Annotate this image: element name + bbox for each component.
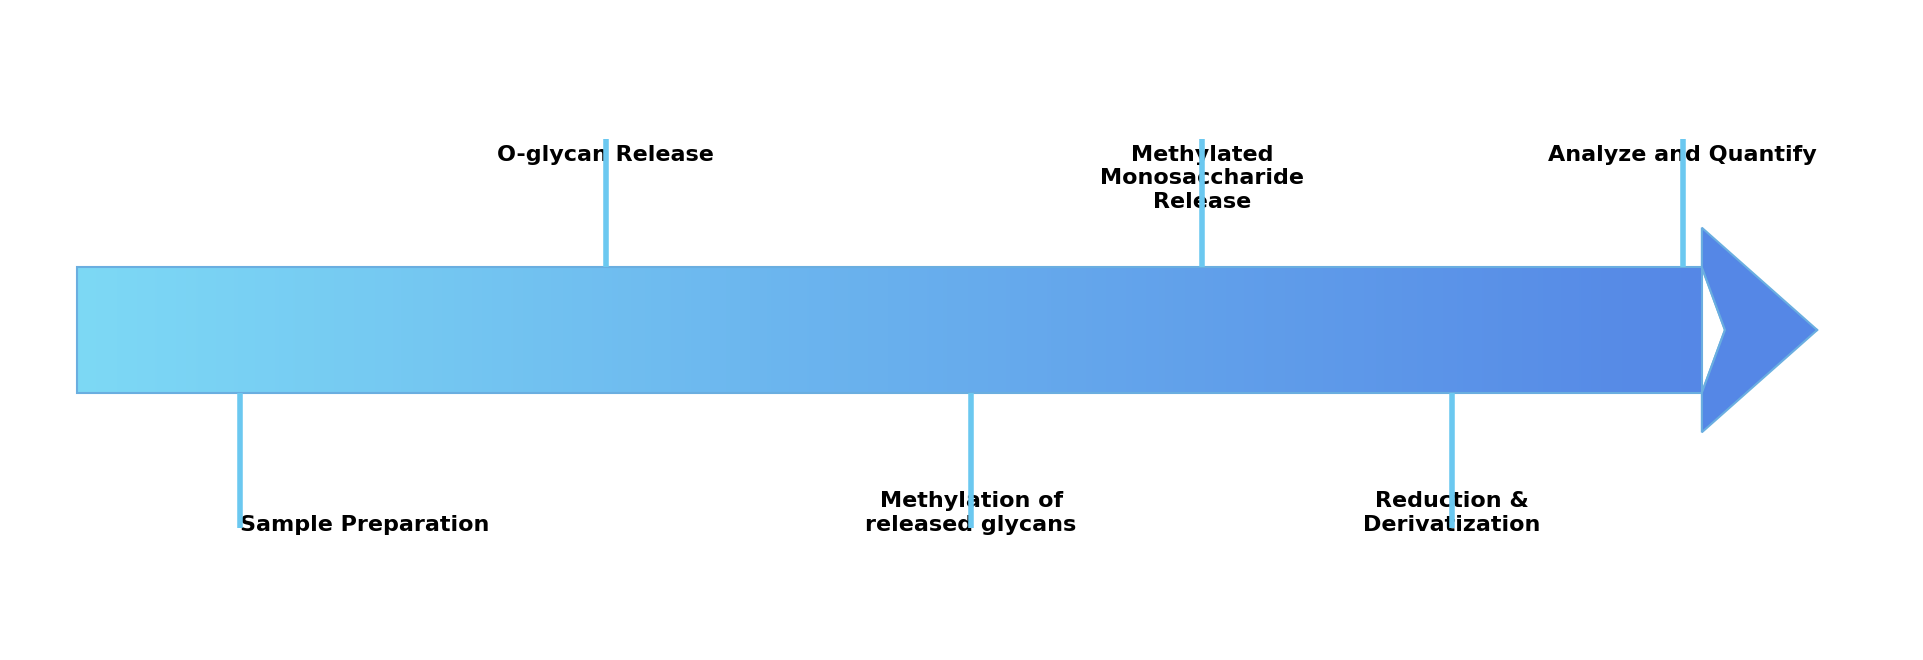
Text: Analyze and Quantify: Analyze and Quantify: [1548, 145, 1817, 165]
Text: Reduction &
Derivatization: Reduction & Derivatization: [1363, 492, 1540, 535]
Text: O-glycan Release: O-glycan Release: [498, 145, 713, 165]
Bar: [77, 267, 1702, 393]
Text: Methylated
Monosaccharide
Release: Methylated Monosaccharide Release: [1100, 145, 1304, 212]
Text: Sample Preparation: Sample Preparation: [240, 515, 490, 535]
Text: Methylation of
released glycans: Methylation of released glycans: [865, 492, 1077, 535]
Polygon shape: [1702, 228, 1817, 432]
Polygon shape: [1702, 267, 1817, 393]
